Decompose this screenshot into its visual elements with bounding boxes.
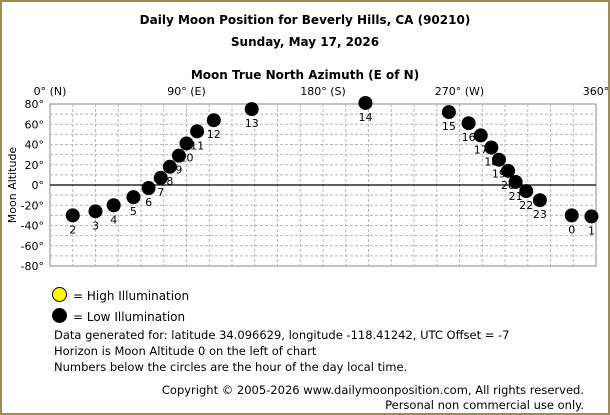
y-axis-label: Moon Altitude [6, 147, 19, 224]
moon-position-point [190, 124, 205, 139]
info-location: Data generated for: latitude 34.096629, … [54, 328, 510, 342]
y-tick-label: 60° [25, 118, 45, 131]
hour-label: 8 [166, 175, 173, 188]
y-tick-label: 0° [32, 179, 45, 192]
moon-position-point [141, 181, 156, 196]
hour-label: 15 [442, 120, 456, 133]
y-tick-label: -40° [21, 220, 44, 233]
chart-title: Daily Moon Position for Beverly Hills, C… [139, 13, 471, 27]
y-tick-label: 20° [25, 159, 45, 172]
x-axis-title: Moon True North Azimuth (E of N) [190, 68, 420, 82]
low-illumination-swatch [52, 308, 67, 323]
x-tick-label: 270° (W) [435, 85, 484, 98]
hour-label: 16 [462, 131, 476, 144]
y-tick-label: -60° [21, 240, 44, 253]
moon-position-point [126, 190, 141, 205]
moon-position-point [519, 184, 534, 199]
moon-position-point [508, 174, 523, 189]
moon-position-point [441, 105, 456, 120]
hour-label: 6 [145, 196, 152, 209]
moon-position-point [532, 193, 547, 208]
moon-position-point [106, 198, 121, 213]
hour-label: 5 [130, 205, 137, 218]
high-illumination-swatch [52, 287, 67, 302]
moon-position-point [88, 204, 103, 219]
x-tick-label: 0° (N) [34, 85, 67, 98]
moon-position-point [65, 208, 80, 223]
hour-label: 11 [190, 139, 204, 152]
hour-label: 21 [509, 190, 523, 203]
info-horizon: Horizon is Moon Altitude 0 on the left o… [54, 344, 317, 358]
moon-position-point [162, 159, 177, 174]
hour-label: 23 [533, 208, 547, 221]
hour-label: 14 [358, 111, 372, 124]
moon-position-point [244, 102, 259, 117]
legend-high: = High Illumination [52, 287, 189, 303]
hour-label: 17 [474, 143, 488, 156]
hour-label: 9 [175, 164, 182, 177]
hour-label: 3 [92, 219, 99, 232]
hour-label: 13 [245, 117, 259, 130]
moon-position-point [564, 208, 579, 223]
hour-label: 7 [157, 186, 164, 199]
chart-date: Sunday, May 17, 2026 [230, 35, 380, 49]
usage-text: Personal non commercial use only. [385, 398, 584, 412]
moon-position-point [484, 140, 499, 155]
legend-high-label: = High Illumination [73, 289, 190, 303]
moon-position-point [473, 128, 488, 143]
copyright-text: Copyright © 2005-2026 www.dailymoonposit… [161, 383, 584, 397]
moon-position-point [461, 116, 476, 131]
hour-label: 12 [207, 128, 221, 141]
hour-label: 1 [588, 224, 595, 237]
x-tick-label: 90° (E) [167, 85, 206, 98]
moon-position-plot: 80° 60° 40° 20° 0° -20° -40° -60° -80° 0° (N) 90° … [6, 85, 608, 273]
moon-position-point [153, 170, 168, 185]
moon-position-point [491, 152, 506, 167]
moon-position-point [584, 209, 599, 224]
y-tick-label: 80° [25, 98, 45, 111]
hour-label: 0 [568, 223, 575, 236]
moon-position-point [358, 95, 373, 110]
x-tick-label: 180° (S) [300, 85, 346, 98]
hour-label: 22 [519, 199, 533, 212]
hour-label: 2 [69, 223, 76, 236]
moon-position-point [501, 163, 516, 178]
hour-label: 4 [110, 213, 117, 226]
moon-position-point [179, 136, 194, 151]
info-hours: Numbers below the circles are the hour o… [54, 360, 408, 374]
moon-position-point [206, 113, 221, 128]
legend-low-label: = Low Illumination [73, 310, 186, 324]
y-tick-label: -80° [21, 260, 44, 273]
y-tick-label: -20° [21, 199, 44, 212]
x-tick-label: 360° [583, 85, 608, 98]
moon-position-point [171, 148, 186, 163]
hour-label: 10 [180, 151, 194, 164]
y-tick-label: 40° [25, 139, 45, 152]
legend-low: = Low Illumination [52, 308, 185, 324]
